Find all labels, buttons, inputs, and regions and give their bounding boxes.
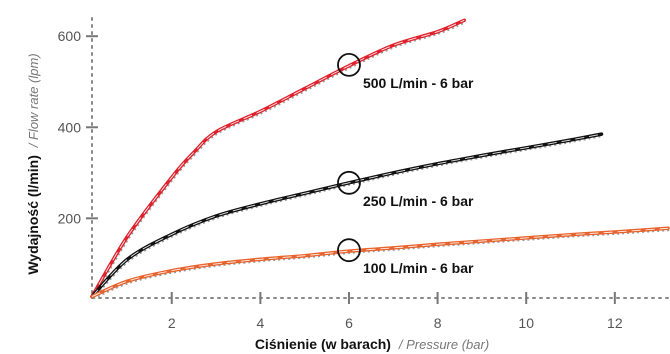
series-highlight-line: [91, 227, 669, 298]
operating-point-marker: [337, 170, 361, 195]
x-tick-label: 6: [345, 315, 353, 331]
series-shadow-line: [92, 135, 604, 300]
x-tick-label: 10: [518, 315, 534, 331]
x-axis-title: Ciśnienie (w barach) / Pressure (bar): [255, 336, 489, 352]
y-tick-label: 400: [58, 119, 82, 135]
series-layer: [90, 18, 670, 300]
operating-point-marker: [337, 52, 361, 77]
x-tick-label: 8: [434, 315, 442, 331]
y-axis-title: Wydajność (l/min) / Flow rate (lpm): [25, 53, 41, 274]
x-tick-label: 4: [256, 315, 264, 331]
x-tick-label: 2: [168, 315, 176, 331]
series-shadow-line: [92, 21, 467, 300]
x-tick-label: 12: [607, 315, 623, 331]
series-line: [90, 18, 466, 299]
y-axis-title-sub: / Flow rate (lpm): [26, 53, 41, 148]
x-ticks: 2 4 6 8 10 12: [168, 292, 623, 331]
x-axis-title-sub: / Pressure (bar): [398, 337, 489, 352]
series-annotation: 250 L/min - 6 bar: [363, 193, 474, 209]
series-shadow-line: [93, 229, 670, 300]
y-tick-label: 200: [58, 210, 82, 226]
series-annotation: 500 L/min - 6 bar: [363, 75, 474, 91]
series-highlight-line: [91, 19, 465, 297]
y-axis-title-main: Wydajność (l/min): [25, 155, 41, 275]
y-ticks: 200 400 600: [58, 28, 98, 226]
operating-point-marker: [337, 238, 361, 263]
marker-layer: 500 L/min - 6 bar 250 L/min - 6 bar 100 L/…: [337, 52, 474, 276]
series-annotation: 100 L/min - 6 bar: [363, 260, 474, 276]
y-tick-label: 600: [58, 28, 82, 44]
series-highlight-line: [91, 133, 602, 297]
x-axis-title-main: Ciśnienie (w barach): [255, 336, 391, 352]
